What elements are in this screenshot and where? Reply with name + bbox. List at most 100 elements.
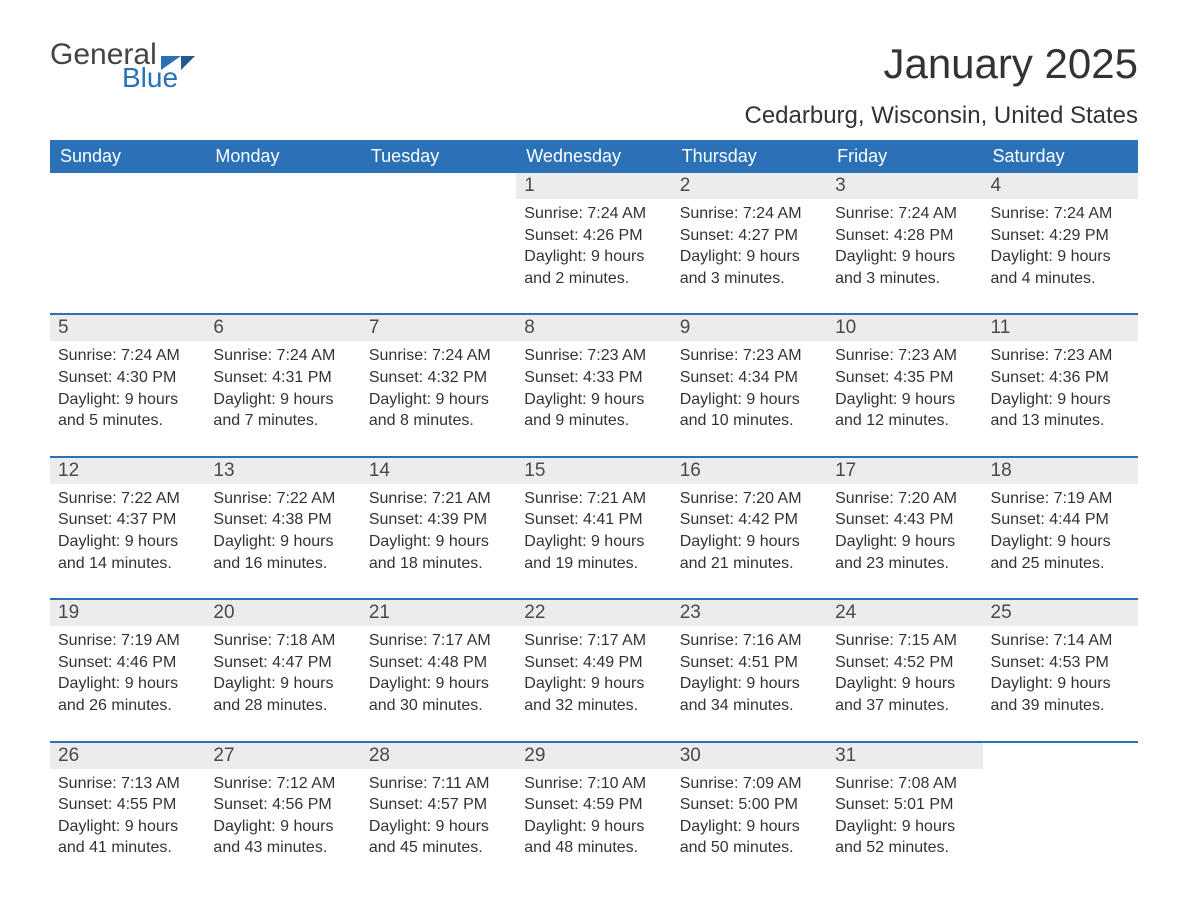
sunrise-text: Sunrise: 7:12 AM: [213, 773, 352, 795]
day-number-row: 12131415161718: [50, 458, 1138, 484]
daylight-line1: Daylight: 9 hours: [58, 389, 197, 411]
day-cell: Sunrise: 7:23 AMSunset: 4:33 PMDaylight:…: [516, 341, 671, 455]
day-number: 21: [361, 600, 516, 626]
daylight-line2: and 30 minutes.: [369, 695, 508, 717]
sunrise-text: Sunrise: 7:08 AM: [835, 773, 974, 795]
day-cell: Sunrise: 7:20 AMSunset: 4:43 PMDaylight:…: [827, 484, 982, 598]
day-number: 5: [50, 315, 205, 341]
sunset-text: Sunset: 4:59 PM: [524, 794, 663, 816]
daylight-line1: Daylight: 9 hours: [369, 389, 508, 411]
sunrise-text: Sunrise: 7:17 AM: [369, 630, 508, 652]
sunrise-text: Sunrise: 7:10 AM: [524, 773, 663, 795]
daylight-line2: and 45 minutes.: [369, 837, 508, 859]
day-cell: Sunrise: 7:19 AMSunset: 4:44 PMDaylight:…: [983, 484, 1138, 598]
day-number-row: 567891011: [50, 315, 1138, 341]
sunrise-text: Sunrise: 7:20 AM: [680, 488, 819, 510]
daylight-line2: and 8 minutes.: [369, 410, 508, 432]
daylight-line1: Daylight: 9 hours: [991, 389, 1130, 411]
sunrise-text: Sunrise: 7:15 AM: [835, 630, 974, 652]
daylight-line2: and 3 minutes.: [835, 268, 974, 290]
daylight-line1: Daylight: 9 hours: [524, 246, 663, 268]
daylight-line2: and 19 minutes.: [524, 553, 663, 575]
day-cell: Sunrise: 7:24 AMSunset: 4:31 PMDaylight:…: [205, 341, 360, 455]
month-title: January 2025: [744, 40, 1138, 88]
weekday-header-row: Sunday Monday Tuesday Wednesday Thursday…: [50, 140, 1138, 173]
daylight-line2: and 21 minutes.: [680, 553, 819, 575]
sunset-text: Sunset: 4:38 PM: [213, 509, 352, 531]
logo-word2: Blue: [122, 64, 195, 92]
day-cell: Sunrise: 7:17 AMSunset: 4:48 PMDaylight:…: [361, 626, 516, 740]
day-number: 1: [516, 173, 671, 199]
day-cell: Sunrise: 7:20 AMSunset: 4:42 PMDaylight:…: [672, 484, 827, 598]
day-cell: Sunrise: 7:12 AMSunset: 4:56 PMDaylight:…: [205, 769, 360, 867]
weekday-header: Sunday: [50, 140, 205, 173]
empty-cell: [205, 173, 360, 199]
day-number: 22: [516, 600, 671, 626]
sunrise-text: Sunrise: 7:22 AM: [58, 488, 197, 510]
day-number: 13: [205, 458, 360, 484]
sunset-text: Sunset: 4:47 PM: [213, 652, 352, 674]
sunset-text: Sunset: 4:26 PM: [524, 225, 663, 247]
daylight-line1: Daylight: 9 hours: [213, 389, 352, 411]
day-cell: Sunrise: 7:19 AMSunset: 4:46 PMDaylight:…: [50, 626, 205, 740]
day-cell: Sunrise: 7:11 AMSunset: 4:57 PMDaylight:…: [361, 769, 516, 867]
day-number: 27: [205, 743, 360, 769]
sunrise-text: Sunrise: 7:24 AM: [991, 203, 1130, 225]
weekday-header: Wednesday: [516, 140, 671, 173]
daylight-line2: and 37 minutes.: [835, 695, 974, 717]
daylight-line2: and 50 minutes.: [680, 837, 819, 859]
day-number: 12: [50, 458, 205, 484]
empty-cell: [361, 173, 516, 199]
daylight-line1: Daylight: 9 hours: [680, 673, 819, 695]
sunset-text: Sunset: 4:49 PM: [524, 652, 663, 674]
sunset-text: Sunset: 4:41 PM: [524, 509, 663, 531]
sunset-text: Sunset: 4:28 PM: [835, 225, 974, 247]
day-cell: Sunrise: 7:23 AMSunset: 4:34 PMDaylight:…: [672, 341, 827, 455]
logo: General Blue: [50, 40, 195, 92]
sunset-text: Sunset: 4:53 PM: [991, 652, 1130, 674]
daylight-line2: and 52 minutes.: [835, 837, 974, 859]
day-detail-row: Sunrise: 7:24 AMSunset: 4:26 PMDaylight:…: [50, 199, 1138, 313]
sunset-text: Sunset: 4:39 PM: [369, 509, 508, 531]
sunset-text: Sunset: 4:43 PM: [835, 509, 974, 531]
sunrise-text: Sunrise: 7:13 AM: [58, 773, 197, 795]
sunset-text: Sunset: 4:34 PM: [680, 367, 819, 389]
day-number: 29: [516, 743, 671, 769]
day-cell: Sunrise: 7:24 AMSunset: 4:28 PMDaylight:…: [827, 199, 982, 313]
sunset-text: Sunset: 4:37 PM: [58, 509, 197, 531]
sunrise-text: Sunrise: 7:14 AM: [991, 630, 1130, 652]
sunset-text: Sunset: 4:36 PM: [991, 367, 1130, 389]
sunset-text: Sunset: 4:48 PM: [369, 652, 508, 674]
daylight-line2: and 16 minutes.: [213, 553, 352, 575]
sunset-text: Sunset: 4:35 PM: [835, 367, 974, 389]
daylight-line2: and 4 minutes.: [991, 268, 1130, 290]
daylight-line1: Daylight: 9 hours: [835, 816, 974, 838]
daylight-line1: Daylight: 9 hours: [680, 816, 819, 838]
day-number: 30: [672, 743, 827, 769]
daylight-line2: and 32 minutes.: [524, 695, 663, 717]
day-number: 14: [361, 458, 516, 484]
day-number-row: 262728293031: [50, 743, 1138, 769]
day-number: 2: [672, 173, 827, 199]
daylight-line1: Daylight: 9 hours: [524, 389, 663, 411]
day-detail-row: Sunrise: 7:13 AMSunset: 4:55 PMDaylight:…: [50, 769, 1138, 867]
sunset-text: Sunset: 4:29 PM: [991, 225, 1130, 247]
day-number: 23: [672, 600, 827, 626]
daylight-line1: Daylight: 9 hours: [991, 673, 1130, 695]
sunrise-text: Sunrise: 7:24 AM: [213, 345, 352, 367]
day-number: 10: [827, 315, 982, 341]
daylight-line2: and 7 minutes.: [213, 410, 352, 432]
day-number-row: 1234: [50, 173, 1138, 199]
day-cell: Sunrise: 7:23 AMSunset: 4:35 PMDaylight:…: [827, 341, 982, 455]
daylight-line1: Daylight: 9 hours: [835, 531, 974, 553]
sunrise-text: Sunrise: 7:16 AM: [680, 630, 819, 652]
sunset-text: Sunset: 4:57 PM: [369, 794, 508, 816]
day-cell: Sunrise: 7:09 AMSunset: 5:00 PMDaylight:…: [672, 769, 827, 867]
day-cell: Sunrise: 7:24 AMSunset: 4:32 PMDaylight:…: [361, 341, 516, 455]
day-cell: Sunrise: 7:23 AMSunset: 4:36 PMDaylight:…: [983, 341, 1138, 455]
day-number: 31: [827, 743, 982, 769]
daylight-line1: Daylight: 9 hours: [835, 246, 974, 268]
weekday-header: Thursday: [672, 140, 827, 173]
empty-cell: [361, 199, 516, 313]
daylight-line1: Daylight: 9 hours: [524, 816, 663, 838]
